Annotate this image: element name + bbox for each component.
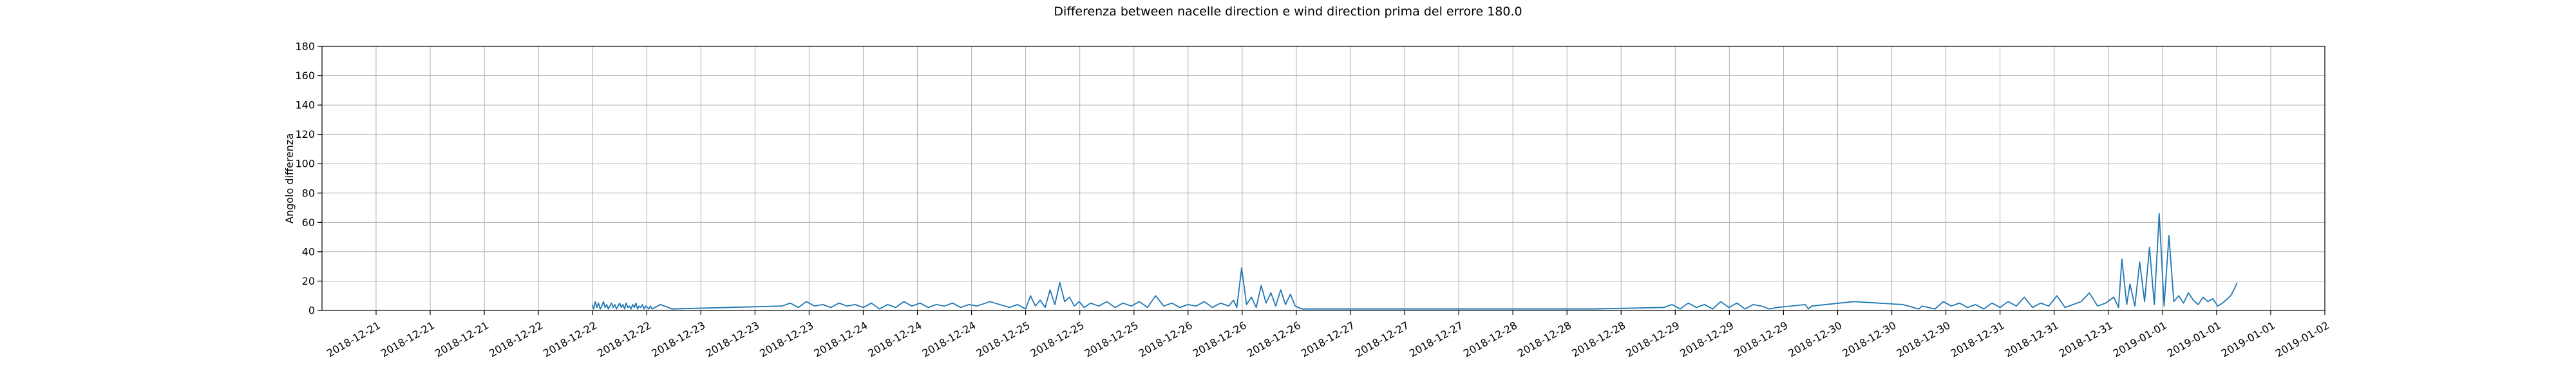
y-tick-label: 160: [295, 70, 315, 82]
x-tick-label: 2018-12-23: [703, 319, 761, 359]
x-tick-label: 2018-12-26: [1191, 319, 1249, 359]
x-tick-label: 2019-01-01: [2111, 319, 2169, 359]
y-tick-label: 80: [302, 187, 315, 199]
x-tick-label: 2019-01-02: [2273, 319, 2331, 359]
y-tick-label: 0: [308, 305, 315, 317]
x-tick-label: 2018-12-30: [1841, 319, 1899, 359]
y-tick-label: 140: [295, 99, 315, 111]
x-tick-label: 2018-12-27: [1353, 319, 1411, 359]
x-tick-label: 2018-12-28: [1569, 319, 1627, 359]
x-tick-label: 2018-12-22: [595, 319, 653, 359]
y-tick-label: 180: [295, 41, 315, 53]
x-tick-label: 2018-12-27: [1299, 319, 1357, 359]
x-tick-label: 2018-12-21: [433, 319, 491, 359]
x-axis-ticks: 2018-12-212018-12-212018-12-212018-12-22…: [325, 310, 2331, 359]
x-tick-label: 2018-12-26: [1245, 319, 1303, 359]
x-tick-label: 2019-01-01: [2165, 319, 2223, 359]
x-tick-label: 2018-12-28: [1461, 319, 1519, 359]
x-tick-label: 2018-12-31: [1949, 319, 2007, 359]
x-tick-label: 2018-12-23: [757, 319, 815, 359]
x-tick-label: 2018-12-29: [1624, 319, 1681, 359]
x-tick-label: 2018-12-23: [649, 319, 707, 359]
x-tick-label: 2018-12-24: [920, 319, 978, 359]
x-tick-label: 2018-12-25: [974, 319, 1032, 359]
y-tick-label: 20: [302, 275, 315, 287]
x-tick-label: 2018-12-31: [2003, 319, 2061, 359]
x-tick-label: 2018-12-24: [866, 319, 924, 359]
y-tick-label: 40: [302, 245, 315, 258]
x-tick-label: 2018-12-29: [1678, 319, 1736, 359]
x-tick-label: 2018-12-25: [1083, 319, 1141, 359]
x-tick-label: 2018-12-27: [1407, 319, 1465, 359]
x-tick-label: 2019-01-01: [2219, 319, 2277, 359]
x-tick-label: 2018-12-22: [541, 319, 599, 359]
x-tick-label: 2018-12-24: [811, 319, 869, 359]
x-tick-label: 2018-12-28: [1515, 319, 1573, 359]
x-tick-label: 2018-12-25: [1028, 319, 1086, 359]
plot-frame: [321, 46, 2325, 311]
x-tick-label: 2018-12-30: [1786, 319, 1844, 359]
x-tick-label: 2018-12-29: [1732, 319, 1790, 359]
grid: [322, 46, 2325, 311]
x-tick-label: 2018-12-22: [487, 319, 545, 359]
x-tick-label: 2018-12-21: [325, 319, 383, 359]
x-tick-label: 2018-12-31: [2057, 319, 2115, 359]
y-tick-label: 60: [302, 216, 315, 229]
series-line: [591, 213, 2238, 310]
y-tick-label: 120: [295, 128, 315, 140]
y-axis-ticks: 0 20 40 60 80 100 120 140 160 180: [295, 41, 322, 317]
y-axis-label: Angolo differenza: [283, 133, 296, 223]
chart-title: Differenza between nacelle direction e w…: [1054, 5, 1522, 19]
y-tick-label: 100: [295, 158, 315, 170]
x-tick-label: 2018-12-30: [1895, 319, 1953, 359]
x-tick-label: 2018-12-26: [1137, 319, 1195, 359]
x-tick-label: 2018-12-21: [379, 319, 437, 359]
